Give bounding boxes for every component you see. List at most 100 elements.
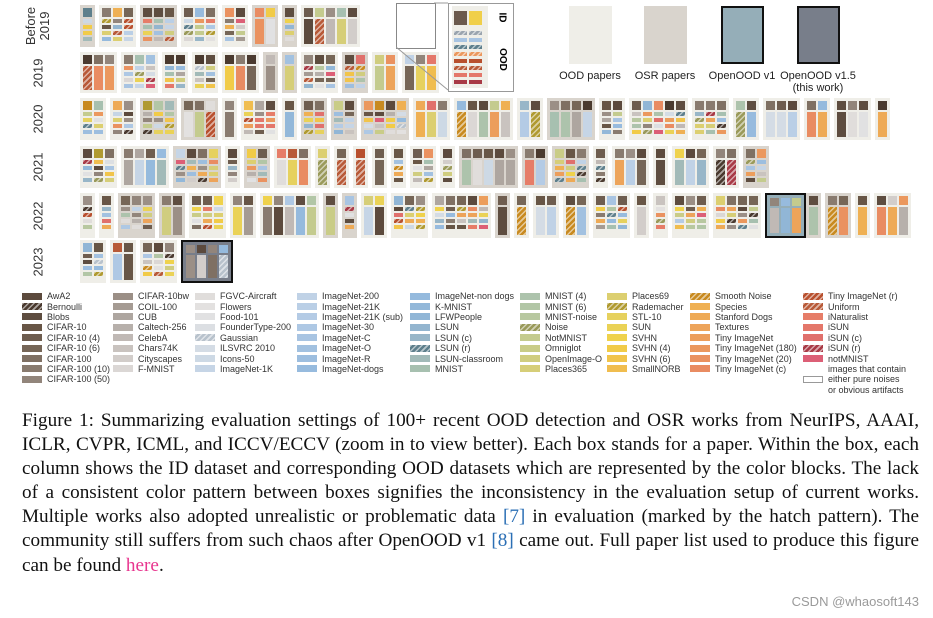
caption-text: came out. Full paper list used to produc… <box>22 530 919 576</box>
legend-swatch <box>520 355 540 363</box>
paper-box <box>80 146 117 188</box>
row-label-text: 2022 <box>29 201 45 230</box>
legend-item: MNIST <box>410 364 514 374</box>
legend-swatch <box>22 334 42 342</box>
row-label-3: 2021 <box>22 146 54 188</box>
paper-list-link[interactable]: here <box>125 554 159 576</box>
legend-item: AwA2 <box>22 291 110 301</box>
legend-item: SmallNORB <box>607 364 684 374</box>
legend-item: Tiny ImageNet (180) <box>690 343 797 353</box>
row-label-text: 2020 <box>29 104 45 134</box>
legend-label: Caltech-256 <box>138 322 187 333</box>
legend-swatch <box>803 375 823 383</box>
legend-item: MNIST (6) <box>520 301 602 312</box>
legend-column: AwA2 Bernoulli Blobs CIFAR-10 CIFAR-10 (4) CI… <box>22 291 110 385</box>
paper-box <box>80 52 117 93</box>
paper-box <box>612 146 649 188</box>
legend-swatch <box>803 355 823 363</box>
legend-label: COIL-100 <box>138 301 178 312</box>
legend-label: iSUN <box>828 322 850 333</box>
paper-box <box>230 193 256 238</box>
citation-link-8[interactable]: [8] <box>491 530 514 552</box>
key-swatch <box>643 6 687 64</box>
paper-box <box>260 193 319 238</box>
legend-label: LSUN (r) <box>435 343 471 354</box>
legend-column: FGVC-Aircraft Flowers Food-101 FounderType-… <box>195 291 291 374</box>
paper-box <box>181 5 218 47</box>
legend-swatch <box>22 313 42 321</box>
inset-ood-block <box>454 31 467 35</box>
legend-swatch <box>195 365 215 373</box>
legend-item: either pure noises <box>803 374 906 384</box>
legend-item: LFWPeople <box>410 312 514 322</box>
paper-box <box>874 193 911 238</box>
legend-label: CUB <box>138 311 158 322</box>
legend-column: Tiny ImageNet (r) Uniform iNaturalist iSUN i… <box>803 291 906 395</box>
paper-box <box>522 146 548 188</box>
legend-label: ImageNet-R <box>322 353 371 364</box>
inset-ood-block <box>469 66 482 70</box>
row-label-5: 2023 <box>22 240 54 283</box>
legend-label: MNIST-noise <box>545 311 598 322</box>
inset-ood-block <box>454 73 467 77</box>
paper-box <box>361 98 409 140</box>
paper-box <box>533 193 559 238</box>
legend-swatch <box>297 323 317 331</box>
citation-link-7[interactable]: [7] <box>502 506 526 528</box>
paper-box <box>80 193 95 238</box>
paper-box <box>159 193 185 238</box>
paper-box <box>274 146 311 188</box>
paper-box <box>222 5 248 47</box>
row-label-1: 2019 <box>22 52 54 93</box>
legend-label: either pure noises <box>828 374 900 385</box>
legend-swatch <box>803 334 823 342</box>
legend-swatch <box>410 313 430 321</box>
inset-ood-block <box>469 80 482 84</box>
legend-label: SVHN (4) <box>632 343 671 354</box>
legend-swatch <box>113 365 133 373</box>
legend-label: Rademacher <box>632 301 684 312</box>
paper-box <box>192 52 218 93</box>
legend-swatch <box>22 323 42 331</box>
key-label: OpenOOD v1 <box>708 70 776 82</box>
inset-ood-block <box>469 45 482 49</box>
paper-box <box>834 98 871 140</box>
paper-box <box>629 98 688 140</box>
legend-label: Tiny ImageNet (180) <box>715 343 797 354</box>
legend-label: CIFAR-10 <box>47 322 87 333</box>
legend-swatch <box>113 334 133 342</box>
legend-swatch <box>520 323 540 331</box>
legend-item: SUN <box>607 322 684 332</box>
inset-connector-lines <box>396 2 449 91</box>
legend-item: iNaturalist <box>803 312 906 322</box>
legend-label: ImageNet-200 <box>322 291 380 302</box>
legend-item: ImageNet-21K <box>297 301 403 312</box>
legend-item: Tiny ImageNet (c) <box>690 364 797 374</box>
paper-box <box>733 98 759 140</box>
key-label: OSR papers <box>634 70 696 82</box>
paper-box <box>301 52 338 93</box>
legend-item: or obvious artifacts <box>803 385 906 395</box>
row-label-4: 2022 <box>22 193 54 238</box>
paper-box <box>372 146 387 188</box>
legend-label: Tiny ImageNet <box>715 332 774 343</box>
paper-box <box>331 98 357 140</box>
legend-label: Icons-50 <box>220 353 255 364</box>
legend-swatch <box>22 355 42 363</box>
legend-swatch <box>410 292 430 300</box>
legend-item: CIFAR-10 (6) <box>22 343 110 353</box>
paper-box <box>315 146 330 188</box>
legend-label: notMNIST <box>828 353 869 364</box>
row-label-text: 2023 <box>29 247 45 276</box>
legend-item: CelebA <box>113 333 189 343</box>
inset-ood-block <box>454 38 467 42</box>
paper-box <box>323 193 338 238</box>
legend-label: SmallNORB <box>632 363 681 374</box>
row-label-2: 2020 <box>22 98 54 140</box>
legend-label: CIFAR-10 (6) <box>47 343 101 354</box>
legend-item: ImageNet-30 <box>297 322 403 332</box>
legend-label: F-MNIST <box>138 363 175 374</box>
legend-item: Omniglot <box>520 343 602 353</box>
paper-box <box>244 146 270 188</box>
paper-box <box>282 5 297 47</box>
